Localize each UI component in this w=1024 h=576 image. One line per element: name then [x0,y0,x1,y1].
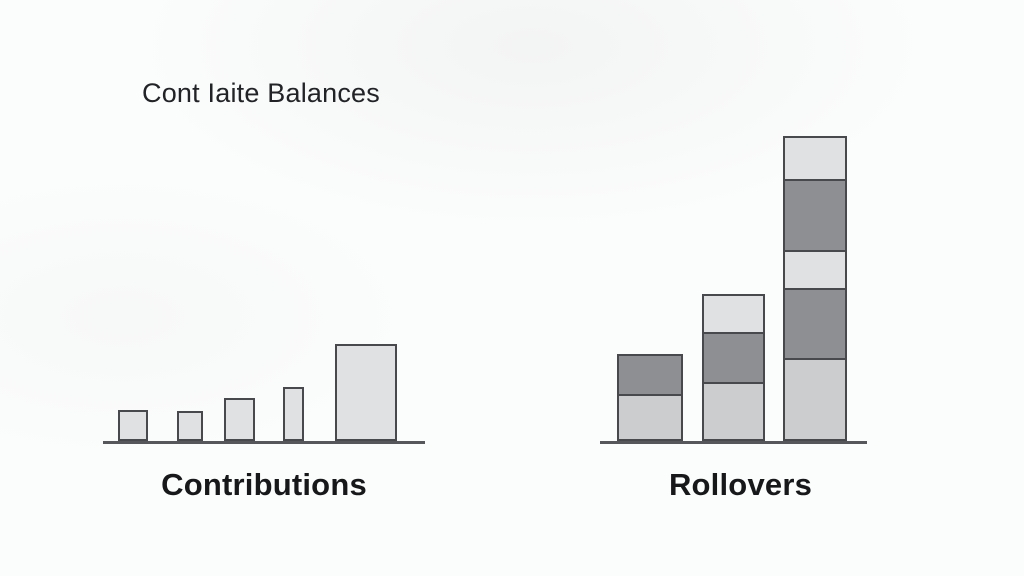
contributions-bar-segment-light [226,400,253,439]
rollovers-bar-segment-light [785,138,845,180]
rollovers-stacked-bar-chart [600,124,867,444]
rollovers-bar-segment-medium [704,382,763,439]
contributions-bar-segment-light [179,413,201,439]
contributions-bar-1 [118,410,148,441]
rollovers-bar-2 [702,294,765,441]
contributions-axis-baseline [103,441,425,444]
rollovers-bar-1 [617,354,683,441]
rollovers-label: Rollovers [668,467,813,502]
page-title: Cont Iaite Balances [142,78,380,108]
contributions-bar-5 [335,344,397,441]
rollovers-bar-segment-dark [619,356,681,395]
contributions-bar-segment-light [337,346,395,439]
rollovers-bar-segment-dark [704,331,763,383]
contributions-bar-3 [224,398,255,441]
rollovers-axis-baseline [600,441,867,444]
rollovers-bar-segment-light [704,296,763,332]
contributions-bar-segment-light [120,412,146,439]
contributions-label: Contributions [161,467,367,502]
rollovers-bar-segment-dark [785,288,845,359]
rollovers-bar-segment-medium [619,394,681,439]
rollovers-bar-segment-light [785,250,845,289]
contributions-bar-4 [283,387,304,441]
rollovers-bar-3 [783,136,847,441]
contributions-bar-2 [177,411,203,441]
contributions-bar-chart [103,124,425,444]
contributions-bar-segment-light [285,389,302,439]
rollovers-bar-segment-dark [785,179,845,251]
rollovers-bar-segment-medium [785,358,845,440]
